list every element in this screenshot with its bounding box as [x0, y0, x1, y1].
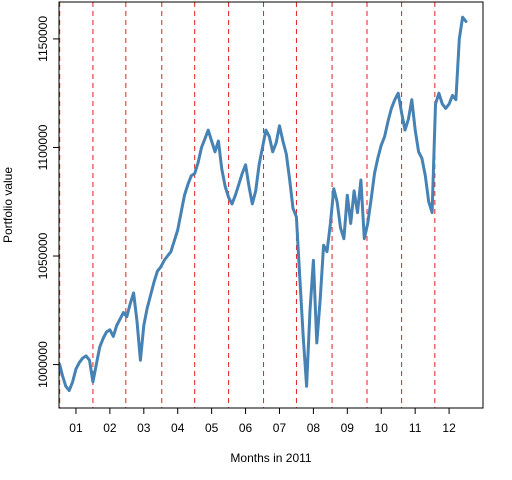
y-axis: 1000000 1050000 1100000 1150000 [36, 16, 59, 388]
x-tick-label: 08 [307, 421, 321, 435]
y-axis-title: Portfolio value [1, 167, 15, 243]
x-tick-label: 05 [205, 421, 219, 435]
x-axis-title: Months in 2011 [230, 451, 311, 465]
x-tick-label: 09 [341, 421, 355, 435]
x-tick-label: 02 [103, 421, 117, 435]
x-tick-label: 12 [442, 421, 456, 435]
y-tick-label: 1100000 [36, 124, 50, 170]
series-line [58, 15, 468, 393]
x-tick-label: 10 [375, 421, 389, 435]
series-lines [58, 15, 468, 393]
x-tick-label: 01 [69, 421, 83, 435]
x-tick-label: 06 [239, 421, 253, 435]
x-tick-label: 03 [137, 421, 151, 435]
y-tick-label: 1000000 [36, 341, 50, 388]
y-tick-label: 1050000 [36, 232, 50, 279]
x-tick-label: 07 [273, 421, 287, 435]
plot-area-frame [58, 1, 484, 409]
x-axis: 01 02 03 04 05 06 07 08 09 10 11 12 [69, 408, 456, 435]
x-tick-label: 04 [171, 421, 185, 435]
y-tick-label: 1150000 [36, 16, 50, 62]
x-tick-label: 11 [409, 421, 422, 435]
month-boundary-lines [59, 2, 436, 408]
